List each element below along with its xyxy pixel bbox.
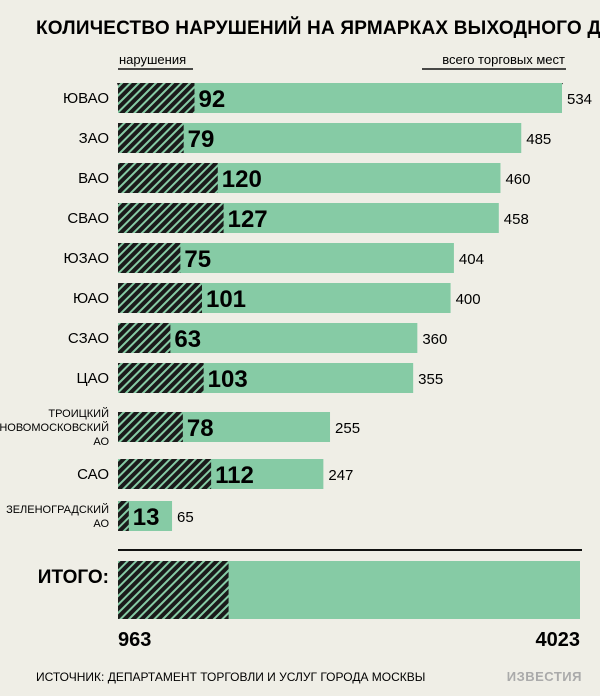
category-label: СЗАО: [68, 330, 109, 347]
summary-group: ИТОГО: 963 4023: [38, 561, 580, 651]
total-label: 247: [328, 467, 353, 484]
total-label: 458: [504, 211, 529, 228]
violation-label: 101: [206, 286, 246, 313]
total-label: 360: [422, 331, 447, 348]
total-label: 460: [505, 171, 530, 188]
total-label: 404: [459, 251, 484, 268]
total-label: 534: [567, 91, 592, 108]
category-label: ЦАО: [77, 370, 109, 387]
violation-bar: [118, 243, 181, 273]
category-label: СВАО: [67, 210, 109, 227]
category-label: ЗАО: [79, 130, 109, 147]
category-label: АО: [93, 518, 109, 530]
total-label: 355: [418, 371, 443, 388]
category-label: ТРОИЦКИЙ: [48, 407, 109, 420]
violation-bar: [118, 412, 183, 442]
total-label: 485: [526, 131, 551, 148]
violation-bar: [118, 163, 218, 193]
bars-group: 92 534 ЮВАО 79 485 ЗАО 120 460 ВАО 127 458 СВАО 75 40…: [0, 83, 592, 531]
total-header-label: всего торговых мест: [442, 52, 565, 67]
category-label: НОВОМОСКОВСКИЙ: [0, 421, 109, 434]
violation-label: 13: [133, 504, 160, 531]
category-label: ЮВАО: [63, 90, 109, 107]
violation-bar: [118, 203, 224, 233]
violation-bar: [118, 459, 212, 489]
total-label: 400: [456, 291, 481, 308]
violation-label: 92: [198, 86, 225, 113]
publisher-logo: ИЗВЕСТИЯ: [507, 669, 582, 684]
violation-bar: [118, 83, 195, 113]
summary-total-value: 4023: [536, 629, 581, 651]
summary-violations-value: 963: [118, 629, 151, 651]
source-note: ИСТОЧНИК: ДЕПАРТАМЕНТ ТОРГОВЛИ И УСЛУГ Г…: [36, 670, 425, 684]
violation-bar: [118, 283, 202, 313]
violation-label: 127: [228, 206, 268, 233]
violation-label: 63: [174, 326, 201, 353]
violation-bar: [118, 363, 204, 393]
violation-label: 103: [208, 366, 248, 393]
total-bar: [118, 123, 522, 153]
total-label: 255: [335, 420, 360, 437]
category-label: ВАО: [78, 170, 109, 187]
category-label: САО: [77, 466, 109, 483]
violation-label: 79: [188, 126, 215, 153]
category-label: ЗЕЛЕНОГРАДСКИЙ: [6, 503, 109, 516]
summary-violation-bar: [118, 561, 229, 619]
category-label: АО: [93, 436, 109, 448]
total-label: 65: [177, 509, 194, 526]
violation-label: 120: [222, 166, 262, 193]
violation-label: 75: [184, 246, 211, 273]
summary-label: ИТОГО:: [38, 567, 109, 588]
category-label: ЮАО: [73, 290, 109, 307]
violation-label: 78: [187, 415, 214, 442]
violation-bar: [118, 123, 184, 153]
violation-bar: [118, 323, 171, 353]
chart-title: КОЛИЧЕСТВО НАРУШЕНИЙ НА ЯРМАРКАХ ВЫХОДНО…: [36, 17, 600, 39]
category-label: ЮЗАО: [63, 250, 109, 267]
violation-label: 112: [215, 462, 254, 489]
violation-bar: [118, 501, 129, 531]
violations-header-label: нарушения: [119, 52, 186, 67]
